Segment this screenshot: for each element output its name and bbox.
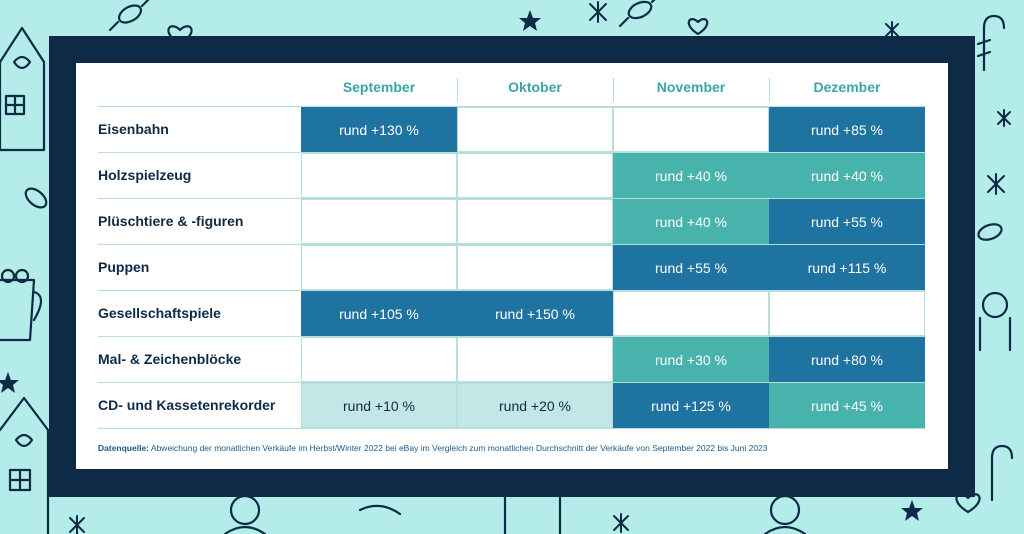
heart-icon (687, 18, 709, 36)
gingerbread-house-icon (0, 396, 50, 534)
row-label: CD- und Kassetenrekorder (98, 397, 276, 413)
snowflake-icon (589, 1, 607, 23)
row-divider (98, 428, 926, 429)
table-cell (457, 153, 613, 198)
month-header: November (656, 79, 726, 95)
table-cell (613, 291, 769, 336)
table-cell (301, 153, 457, 198)
header-rule (98, 106, 926, 107)
table-cell (301, 337, 457, 382)
candy-cane-icon (976, 14, 1006, 72)
table-cell: rund +45 % (769, 383, 925, 428)
table-cell (613, 107, 769, 152)
row-divider (98, 244, 926, 245)
footnote-label: Datenquelle: (98, 443, 150, 453)
table-cell: rund +80 % (769, 337, 925, 382)
table-cell: rund +55 % (769, 199, 925, 244)
gingerbread-house-icon (0, 26, 46, 152)
candy-cane-icon (990, 444, 1014, 502)
snowflake-icon (997, 109, 1011, 127)
table-cell: rund +85 % (769, 107, 925, 152)
row-divider (98, 382, 926, 383)
table-cell: rund +40 % (613, 199, 769, 244)
row-divider (98, 198, 926, 199)
row-divider (98, 336, 926, 337)
header-divider (457, 78, 458, 102)
row-divider (98, 290, 926, 291)
table-cell (457, 199, 613, 244)
table-cell (301, 245, 457, 290)
row-label: Gesellschaftspiele (98, 305, 221, 321)
snowflake-icon (987, 173, 1005, 195)
table-cell: rund +125 % (613, 383, 769, 428)
footnote: Datenquelle: Abweichung der monatlichen … (98, 443, 768, 453)
table-cell (457, 245, 613, 290)
table-cell: rund +105 % (301, 291, 457, 336)
row-label: Eisenbahn (98, 121, 169, 137)
snowflake-icon (613, 513, 629, 533)
table-cell: rund +55 % (613, 245, 769, 290)
row-divider (98, 152, 926, 153)
row-label: Holzspielzeug (98, 167, 192, 183)
candy-icon (108, 0, 150, 32)
table-cell: rund +20 % (457, 383, 613, 428)
hot-cocoa-mug-icon (0, 268, 43, 342)
snowflake-icon (885, 21, 899, 39)
table-cell: rund +10 % (301, 383, 457, 428)
row-label: Mal- & Zeichenblöcke (98, 351, 242, 367)
gingerbread-man-icon (223, 494, 267, 534)
star-icon (519, 10, 541, 31)
table-cell (457, 337, 613, 382)
table-cell: rund +30 % (613, 337, 769, 382)
candy-icon (977, 223, 1003, 241)
gingerbread-man-icon (978, 291, 1012, 352)
table-cell: rund +130 % (301, 107, 457, 152)
header-divider (769, 78, 770, 102)
table-cell: rund +40 % (769, 153, 925, 198)
month-header: September (342, 79, 416, 95)
star-icon (901, 500, 923, 521)
candy-icon (618, 0, 656, 28)
table-cell (769, 291, 925, 336)
header-divider (613, 78, 614, 102)
footnote-text: Abweichung der monatlichen Verkäufe im H… (149, 443, 768, 453)
star-icon (0, 372, 19, 393)
row-label: Puppen (98, 259, 150, 275)
month-header: Dezember (813, 79, 881, 95)
table-cell: rund +40 % (613, 153, 769, 198)
table-cell: rund +150 % (457, 291, 613, 336)
table-cell (301, 199, 457, 244)
snowflake-icon (69, 515, 85, 534)
row-label: Plüschtiere & -figuren (98, 213, 244, 229)
table-cell (457, 107, 613, 152)
gingerbread-man-icon (763, 494, 807, 534)
month-header: Oktober (508, 79, 562, 95)
candy-icon (24, 187, 48, 209)
table-cell: rund +115 % (769, 245, 925, 290)
